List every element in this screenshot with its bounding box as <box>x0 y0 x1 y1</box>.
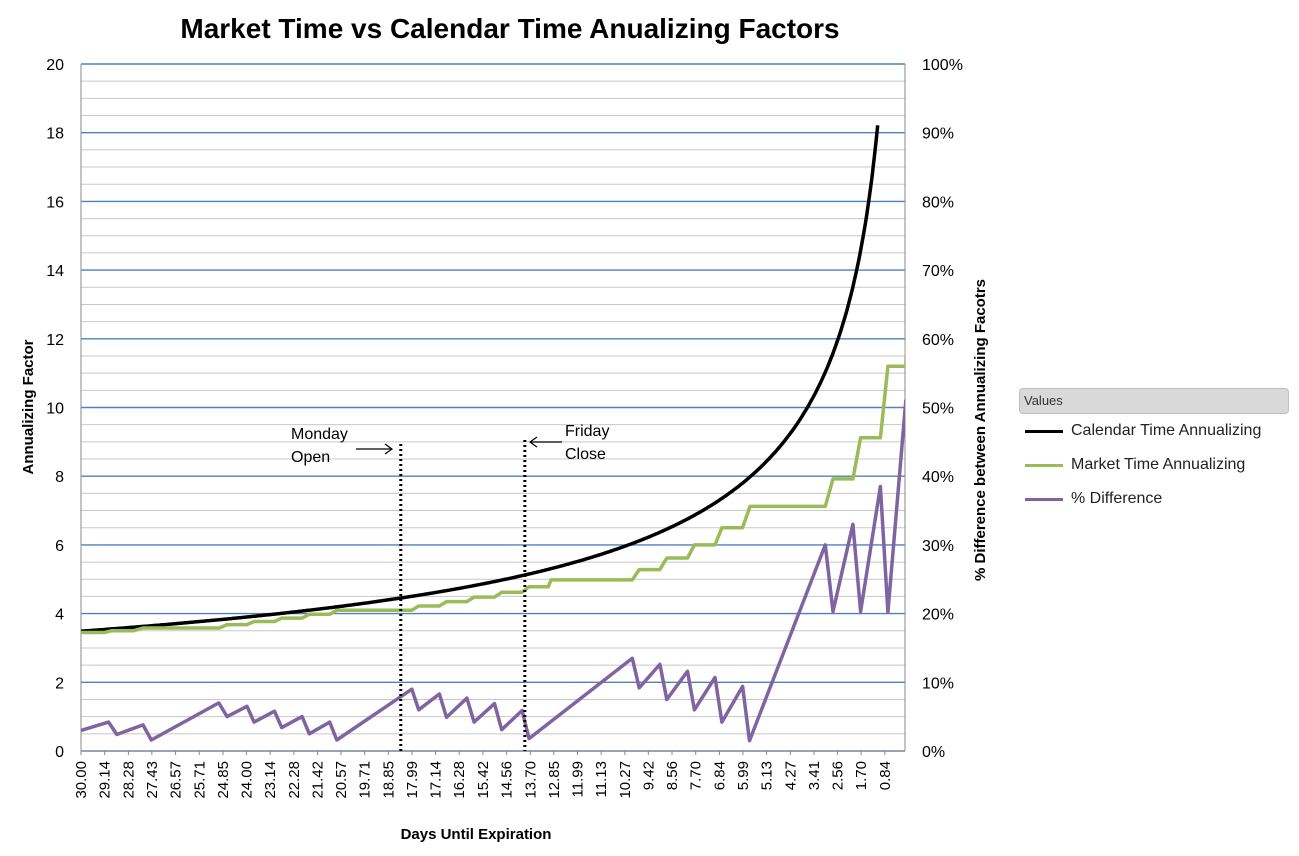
legend: Values Calendar Time Annualizing Market … <box>1019 388 1289 516</box>
x-tick-label: 21.42 <box>310 761 327 799</box>
y2-tick-label: 20% <box>922 607 954 624</box>
x-tick-label: 11.13 <box>593 761 610 797</box>
x-tick-label: 14.56 <box>499 761 516 799</box>
annotation-arrow-monday <box>356 443 394 455</box>
x-tick-label: 5.13 <box>759 761 776 790</box>
x-tick-label: 12.85 <box>546 761 563 799</box>
legend-swatch-difference <box>1025 497 1063 501</box>
x-tick-label: 30.00 <box>73 761 90 799</box>
x-tick-label: 6.84 <box>711 761 728 790</box>
x-tick-label: 7.70 <box>688 761 705 790</box>
y-tick-label: 0 <box>55 744 64 761</box>
x-tick-label: 8.56 <box>664 761 681 790</box>
y-tick-label: 10 <box>46 401 64 418</box>
y2-tick-label: 80% <box>922 194 954 211</box>
x-tick-label: 17.99 <box>404 761 421 799</box>
annotations: Monday Open Friday Close <box>291 423 609 751</box>
y2-tick-label: 70% <box>922 263 954 280</box>
y2-tick-label: 0% <box>922 744 945 761</box>
y2-tick-label: 40% <box>922 469 954 486</box>
x-tick-label: 22.28 <box>286 761 303 799</box>
y-tick-label: 2 <box>55 675 64 692</box>
x-tick-label: 0.84 <box>877 761 894 790</box>
x-tick-label: 9.42 <box>640 761 657 790</box>
x-tick-label: 3.41 <box>806 761 823 790</box>
x-tick-label: 16.28 <box>451 761 468 799</box>
y-tick-label: 12 <box>46 332 64 349</box>
y2-tick-label: 30% <box>922 538 954 555</box>
legend-label-calendar: Calendar Time Annualizing <box>1071 422 1262 439</box>
legend-item-market: Market Time Annualizing <box>1019 448 1289 482</box>
x-tick-label: 23.14 <box>262 761 279 799</box>
x-tick-label: 5.99 <box>735 761 752 790</box>
x-tick-label: 29.14 <box>97 761 114 799</box>
x-tick-label: 28.28 <box>120 761 137 799</box>
x-tick-label: 11.99 <box>569 761 586 797</box>
y2-tick-label: 100% <box>922 57 963 74</box>
y2-tick-label: 90% <box>922 126 954 143</box>
x-tick-label: 24.85 <box>215 761 232 799</box>
y2-axis-label: % Difference between Annualizing Facotrs <box>972 279 989 581</box>
legend-title: Values <box>1019 388 1289 414</box>
y2-tick-label: 60% <box>922 332 954 349</box>
x-tick-label: 17.14 <box>428 761 445 799</box>
y-tick-label: 14 <box>46 263 64 280</box>
legend-swatch-market <box>1025 463 1063 467</box>
annotation-text-friday: Friday <box>565 423 609 440</box>
y-tick-label: 16 <box>46 194 64 211</box>
x-tick-label: 20.57 <box>333 761 350 799</box>
annotation-arrow-friday <box>528 436 562 448</box>
x-tick-label: 25.71 <box>191 761 208 799</box>
chart-title: Market Time vs Calendar Time Anualizing … <box>180 13 839 44</box>
y2-tick-label: 10% <box>922 675 954 692</box>
x-tick-label: 13.70 <box>522 761 539 799</box>
legend-label-difference: % Difference <box>1071 490 1163 507</box>
legend-item-difference: % Difference <box>1019 482 1289 516</box>
y-axis-label: Annualizing Factor <box>20 339 37 474</box>
y2-axis-tick-labels: 0% 10% 20% 30% 40% 50% 60% 70% 80% 90% 100% <box>922 57 963 761</box>
legend-label-market: Market Time Annualizing <box>1071 456 1246 473</box>
y-tick-label: 18 <box>46 126 64 143</box>
x-tick-label: 2.56 <box>829 761 846 790</box>
x-tick-label: 27.43 <box>144 761 161 799</box>
x-tick-label: 19.71 <box>357 761 374 799</box>
annotation-text-close: Close <box>565 446 606 463</box>
y2-tick-label: 50% <box>922 401 954 418</box>
series-line-difference <box>81 399 905 743</box>
x-tick-label: 4.27 <box>782 761 799 790</box>
y-axis-tick-labels: 0 2 4 6 8 10 12 14 16 18 20 <box>46 57 64 761</box>
annotation-text-monday: Monday <box>291 426 348 443</box>
y-tick-label: 6 <box>55 538 64 555</box>
x-tick-label: 18.85 <box>380 761 397 799</box>
x-tick-label: 15.42 <box>475 761 492 799</box>
x-tick-label: 10.27 <box>617 761 634 799</box>
legend-swatch-calendar <box>1025 429 1063 433</box>
legend-item-calendar: Calendar Time Annualizing <box>1019 414 1289 448</box>
x-axis-label: Days Until Expiration <box>401 826 552 843</box>
series-lines <box>81 125 905 743</box>
x-axis-tick-labels: 30.00 29.14 28.28 27.43 26.57 25.71 24.85 24.00… <box>73 751 894 799</box>
series-line-calendar <box>81 125 880 633</box>
y-tick-label: 20 <box>46 57 64 74</box>
series-line-market <box>81 335 905 635</box>
x-tick-label: 24.00 <box>238 761 255 799</box>
annotation-text-open: Open <box>291 449 330 466</box>
grid-lines <box>81 63 905 752</box>
x-tick-label: 26.57 <box>168 761 185 799</box>
x-tick-label: 1.70 <box>853 761 870 790</box>
y-tick-label: 8 <box>55 469 64 486</box>
y-tick-label: 4 <box>55 607 64 624</box>
